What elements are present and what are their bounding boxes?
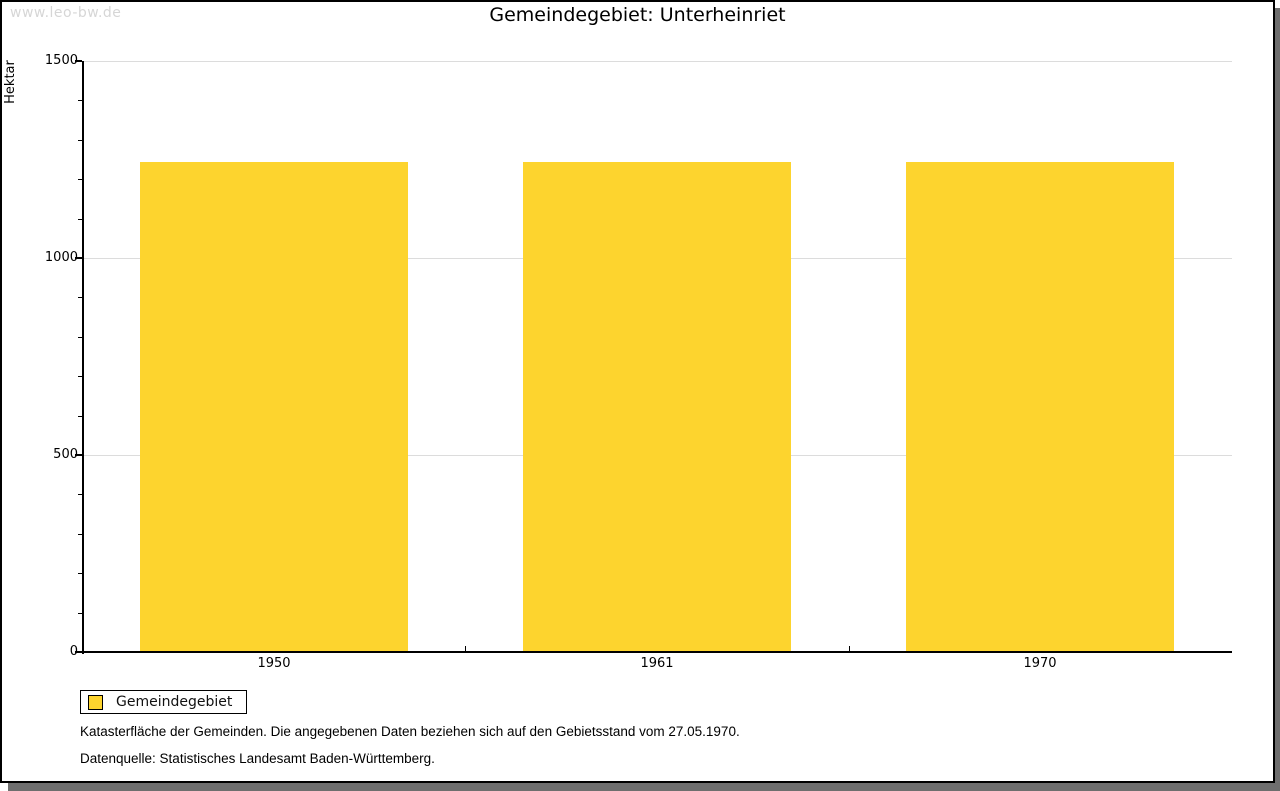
x-tick-label-1970: 1970: [1023, 656, 1057, 671]
y-minor-tick-1100: [78, 219, 82, 220]
legend-box: Gemeindegebiet: [80, 690, 248, 714]
y-minor-tick-200: [78, 573, 82, 574]
bar-1970: [906, 162, 1174, 651]
y-tick-label-1500: 1500: [44, 53, 78, 68]
y-axis-line: [82, 61, 84, 654]
x-axis-line: [82, 651, 1232, 653]
y-minor-tick-300: [78, 534, 82, 535]
y-tick-0: [75, 651, 82, 653]
x-boundary-tick-2: [849, 646, 850, 651]
y-minor-tick-1200: [78, 179, 82, 180]
y-tick-label-0: 0: [69, 644, 78, 659]
watermark-text: www.leo-bw.de: [10, 5, 122, 21]
legend-label: Gemeindegebiet: [116, 694, 233, 710]
footnote-source-note: Katasterfläche der Gemeinden. Die angege…: [80, 724, 740, 739]
y-tick-label-1000: 1000: [44, 250, 78, 265]
bar-1961: [523, 162, 791, 651]
x-tick-label-1950: 1950: [257, 656, 291, 671]
y-minor-tick-900: [78, 297, 82, 298]
page-shadow-bottom: [8, 783, 1280, 791]
y-minor-tick-400: [78, 494, 82, 495]
footnote-data-source: Datenquelle: Statistisches Landesamt Bad…: [80, 751, 435, 766]
y-minor-tick-700: [78, 376, 82, 377]
chart-title: Gemeindegebiet: Unterheinriet: [489, 4, 786, 26]
x-boundary-tick-1: [465, 646, 466, 651]
y-minor-tick-1300: [78, 140, 82, 141]
y-tick-1000: [75, 257, 82, 259]
y-minor-tick-600: [78, 416, 82, 417]
bar-1950: [140, 162, 408, 651]
legend-swatch-icon: [88, 694, 103, 710]
y-tick-1500: [75, 60, 82, 62]
y-minor-tick-1400: [78, 100, 82, 101]
y-minor-tick-800: [78, 337, 82, 338]
y-minor-tick-100: [78, 613, 82, 614]
gridline-1500: [84, 61, 1232, 62]
x-tick-label-1961: 1961: [640, 656, 674, 671]
page-shadow-right: [1275, 8, 1280, 791]
y-tick-500: [75, 454, 82, 456]
y-tick-label-500: 500: [53, 447, 78, 462]
